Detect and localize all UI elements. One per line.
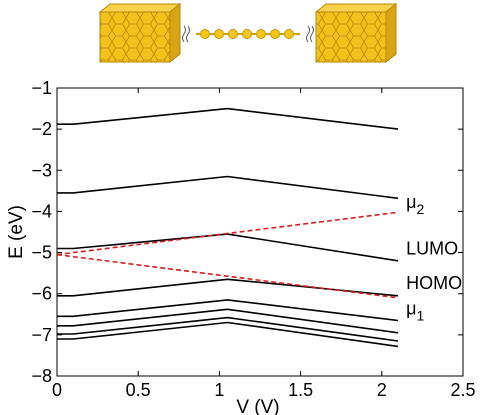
annotations: μ2 LUMO HOMO μ1 [406, 192, 462, 323]
axis-ticks [56, 87, 464, 377]
energy-level-line-7 [57, 316, 399, 342]
x-axis-label: V (V) [236, 397, 279, 415]
plot-frame [56, 87, 464, 377]
energy-level-lines [56, 107, 399, 348]
break-marks [182, 25, 314, 43]
chemical-potential-mu1-line [56, 253, 399, 299]
y-tick-label-2: −6 [31, 284, 52, 304]
energy-level-line-3 [57, 233, 399, 262]
y-tick-label-1: −7 [31, 325, 52, 345]
energy-level-line-1 [57, 107, 399, 130]
annotation-mu1: μ1 [406, 298, 424, 323]
energy-level-line-4 [57, 278, 399, 297]
y-tick-label-5: −3 [31, 160, 52, 180]
x-tick-label-0: 0 [52, 380, 62, 400]
x-tick-label-3: 1.5 [288, 380, 313, 400]
x-tick-label-2: 1 [214, 380, 224, 400]
y-axis-label: E (eV) [6, 205, 27, 259]
x-tick-label-4: 2 [377, 380, 387, 400]
chemical-potential-mu2-line [56, 211, 399, 256]
left-electrode [98, 2, 182, 64]
y-tick-label-4: −4 [31, 201, 52, 221]
annotation-mu2: μ2 [406, 192, 424, 217]
energy-level-line-6 [57, 308, 399, 334]
y-tick-label-7: −1 [31, 78, 52, 98]
y-tick-label-6: −2 [31, 119, 52, 139]
x-tick-label-1: 0.5 [126, 380, 151, 400]
chain-atoms [200, 29, 294, 39]
right-electrode [314, 2, 398, 64]
energy-level-line-8 [57, 321, 399, 348]
y-tick-label-0: −8 [31, 366, 52, 386]
y-tick-label-3: −5 [31, 243, 52, 263]
x-tick-labels: 0 0.5 1 1.5 2 2.5 [52, 380, 476, 400]
x-tick-label-5: 2.5 [450, 380, 475, 400]
energy-level-line-5 [57, 299, 399, 322]
electrode-chain-illustration [98, 2, 398, 64]
energy-level-line-2 [57, 175, 399, 200]
y-tick-labels: −8 −7 −6 −5 −4 −3 −2 −1 [31, 78, 52, 386]
annotation-lumo: LUMO [406, 239, 458, 259]
annotation-homo: HOMO [406, 273, 462, 293]
